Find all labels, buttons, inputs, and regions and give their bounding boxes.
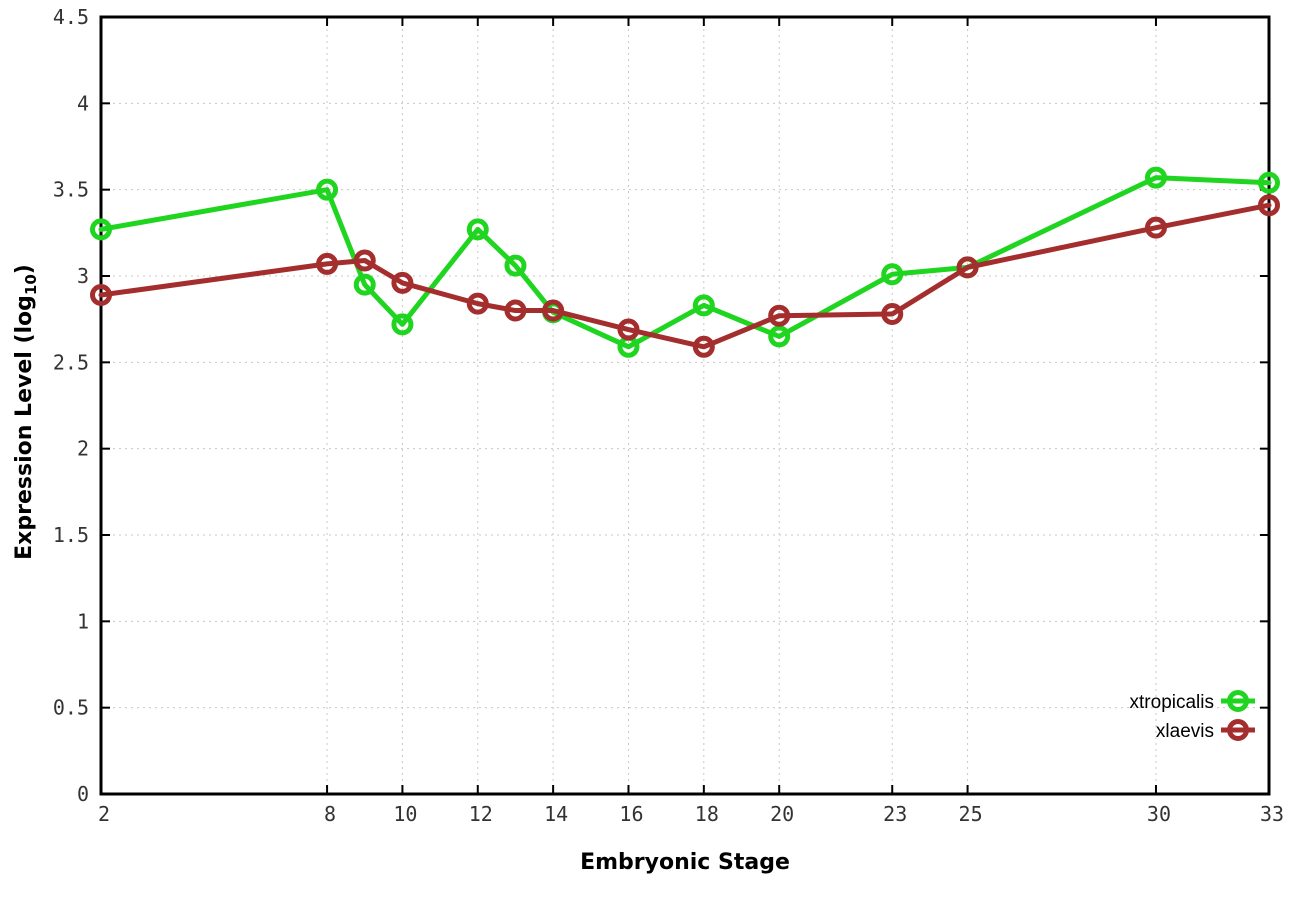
y-axis-title: Expression Level (log10) — [12, 264, 40, 560]
point-xlaevis-18 — [692, 335, 715, 358]
point-xtropicalis-30 — [1144, 166, 1167, 189]
series-xtropicalis — [90, 166, 1280, 358]
legend-sample-marker-xlaevis — [1227, 719, 1249, 741]
y-tick-label-3: 3 — [77, 264, 89, 288]
x-tick-label-23: 23 — [883, 802, 907, 826]
x-tick-label-2: 2 — [98, 802, 110, 826]
y-tick-label-1: 1 — [77, 609, 89, 633]
point-xtropicalis-13 — [504, 254, 527, 277]
legend-sample-marker-xtropicalis — [1227, 690, 1249, 712]
x-tick-label-12: 12 — [469, 802, 493, 826]
y-axis-title-main: Expression Level (log — [11, 295, 37, 560]
series-xtropicalis-line — [98, 175, 1272, 350]
point-xlaevis-30 — [1144, 216, 1167, 239]
y-tick-label-2.5: 2.5 — [53, 350, 89, 374]
y-tick-label-3.5: 3.5 — [53, 178, 89, 202]
point-xlaevis-14 — [542, 299, 565, 322]
legend-item-xlaevis: xlaevis — [1156, 719, 1255, 742]
point-xtropicalis-23 — [881, 263, 904, 286]
point-xlaevis-12 — [466, 292, 489, 315]
point-xtropicalis-10 — [391, 313, 414, 336]
y-axis-title-subscript: 10 — [22, 274, 41, 296]
legend-label-xtropicalis: xtropicalis — [1130, 692, 1214, 713]
x-tick-label-20: 20 — [770, 802, 794, 826]
legend-label-xlaevis: xlaevis — [1156, 721, 1214, 742]
legend-item-xtropicalis: xtropicalis — [1130, 690, 1255, 713]
point-xlaevis-2 — [90, 283, 112, 306]
x-tick-label-33: 33 — [1260, 802, 1284, 826]
y-axis-title-end: ) — [11, 264, 37, 275]
point-xtropicalis-2 — [90, 218, 112, 241]
point-xlaevis-25 — [956, 256, 979, 279]
y-tick-label-4: 4 — [77, 91, 89, 115]
point-xlaevis-33 — [1258, 194, 1280, 217]
x-tick-label-16: 16 — [619, 802, 643, 826]
x-tick-label-8: 8 — [324, 802, 336, 826]
point-xlaevis-10 — [391, 271, 414, 294]
point-xlaevis-23 — [881, 302, 904, 325]
point-xtropicalis-9 — [353, 273, 376, 296]
y-tick-label-2: 2 — [77, 437, 89, 461]
point-xlaevis-16 — [617, 318, 640, 341]
legend: xtropicalis xlaevis — [1130, 690, 1255, 742]
y-tick-label-0: 0 — [77, 782, 89, 806]
point-xlaevis-13 — [504, 299, 527, 322]
x-tick-label-10: 10 — [393, 802, 417, 826]
point-xlaevis-20 — [768, 304, 791, 327]
x-tick-label-18: 18 — [695, 802, 719, 826]
x-tick-label-25: 25 — [959, 802, 983, 826]
point-xtropicalis-18 — [692, 294, 715, 317]
x-tick-label-30: 30 — [1147, 802, 1171, 826]
y-tick-label-0.5: 0.5 — [53, 696, 89, 720]
point-xtropicalis-8 — [316, 178, 339, 201]
point-xlaevis-8 — [316, 252, 339, 275]
point-xlaevis-9 — [353, 249, 376, 272]
point-xtropicalis-33 — [1258, 171, 1280, 194]
x-axis-title: Embryonic Stage — [580, 850, 790, 875]
series-xlaevis — [90, 194, 1280, 358]
plot-border — [99, 15, 1271, 796]
x-tick-label-14: 14 — [544, 802, 568, 826]
y-tick-label-4.5: 4.5 — [53, 5, 89, 29]
y-tick-label-1.5: 1.5 — [53, 523, 89, 547]
point-xtropicalis-20 — [768, 325, 791, 348]
point-xtropicalis-12 — [466, 218, 489, 241]
